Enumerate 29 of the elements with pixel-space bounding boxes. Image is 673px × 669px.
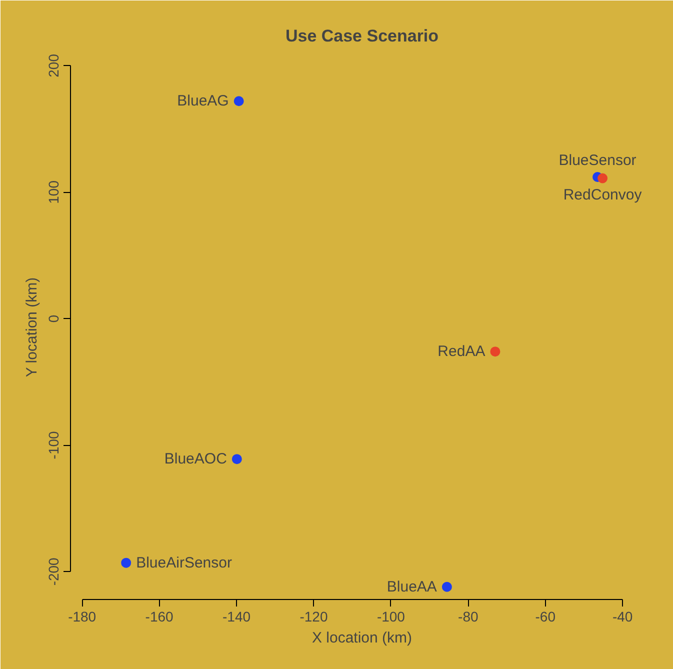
annotation: BlueAG xyxy=(177,92,229,110)
y-tick-label: -100 xyxy=(46,430,62,460)
point xyxy=(442,582,452,592)
chart-title: Use Case Scenario xyxy=(285,26,439,46)
x-tick-label: -160 xyxy=(145,608,174,624)
annotation: BlueAA xyxy=(386,578,437,596)
annotation: BlueSensor xyxy=(558,152,636,169)
x-tick-label: -80 xyxy=(458,608,479,624)
point xyxy=(121,558,132,568)
y-tick-label: -200 xyxy=(46,557,62,586)
annotation: RedConvoy xyxy=(563,186,642,204)
annotation: RedAA xyxy=(438,343,486,360)
x-tick-label: -140 xyxy=(222,608,251,624)
y-tick-label: 200 xyxy=(46,54,62,78)
x-tick-label: -120 xyxy=(300,608,328,624)
x-tick-label: -60 xyxy=(535,608,556,624)
annotation: BlueAirSensor xyxy=(136,554,232,572)
y-axis-title: Y location (km) xyxy=(24,277,40,378)
point xyxy=(598,173,608,184)
annotation: BlueAOC xyxy=(164,450,228,468)
point xyxy=(490,346,500,357)
x-tick-label: -100 xyxy=(376,608,406,624)
x-tick-label: -40 xyxy=(612,608,633,624)
y-tick-label: 0 xyxy=(46,314,62,323)
x-axis-title: X location (km) xyxy=(312,630,412,646)
point xyxy=(234,96,244,106)
x-tick-label: -180 xyxy=(68,608,96,624)
y-tick-label: 100 xyxy=(46,180,62,204)
point xyxy=(232,454,242,464)
